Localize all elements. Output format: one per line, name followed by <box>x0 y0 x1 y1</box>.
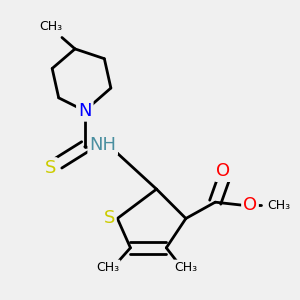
Text: NH: NH <box>89 136 116 154</box>
Text: N: N <box>78 100 92 118</box>
Text: O: O <box>243 196 257 214</box>
Text: S: S <box>45 159 56 177</box>
Text: CH₃: CH₃ <box>174 261 197 274</box>
Text: CH₃: CH₃ <box>96 261 119 274</box>
Text: O: O <box>216 162 230 180</box>
Text: CH₃: CH₃ <box>267 199 290 212</box>
Text: S: S <box>103 209 115 227</box>
Text: N: N <box>78 102 92 120</box>
Text: CH₃: CH₃ <box>39 20 62 33</box>
